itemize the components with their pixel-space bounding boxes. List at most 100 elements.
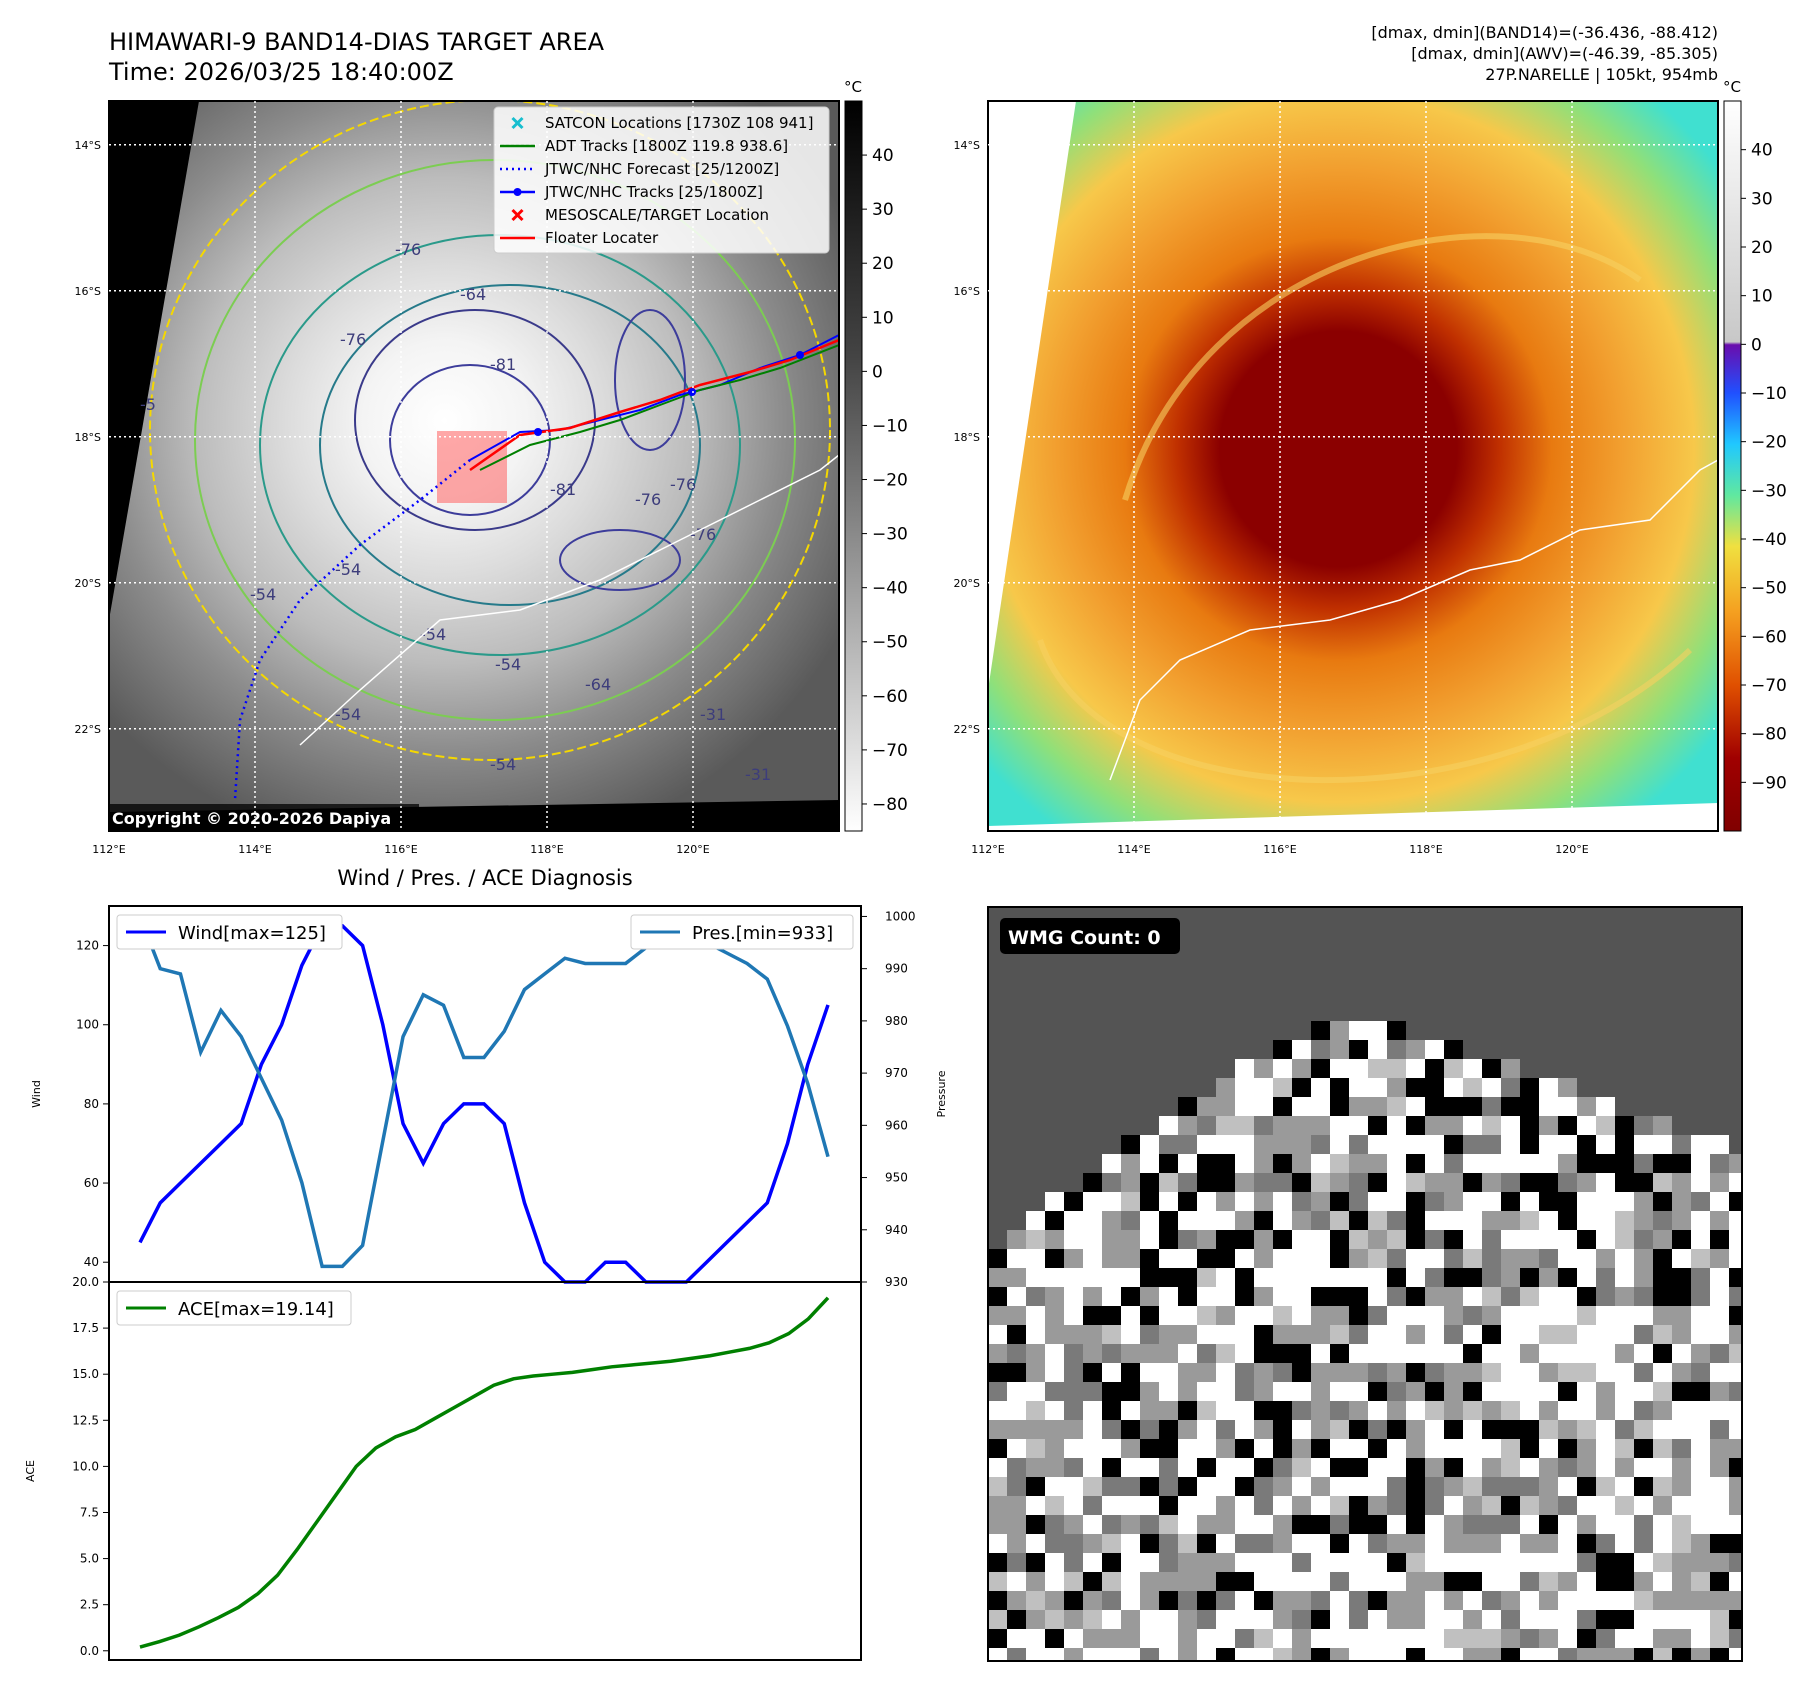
wmg-cell [1558, 1230, 1577, 1249]
wmg-cell [1007, 1420, 1026, 1439]
wmg-cell [1311, 1192, 1330, 1211]
wmg-cell [1083, 1401, 1102, 1420]
wmg-cell [1330, 1439, 1349, 1458]
wmg-cell [1235, 1363, 1254, 1382]
wmg-cell [1235, 1572, 1254, 1591]
wmg-cell [1634, 1287, 1653, 1306]
wmg-cell [1501, 1344, 1520, 1363]
wmg-cell [1254, 1154, 1273, 1173]
colorbar-color-tick-label: −30 [1751, 481, 1787, 501]
wmg-cell [1406, 1344, 1425, 1363]
wmg-cell [1482, 1572, 1501, 1591]
wmg-cell [1387, 1439, 1406, 1458]
wmg-cell [1482, 1382, 1501, 1401]
wmg-cell [1349, 1249, 1368, 1268]
wmg-cell [1235, 1325, 1254, 1344]
wmg-cell [1102, 1496, 1121, 1515]
wmg-cell [1102, 1439, 1121, 1458]
wmg-cell [1045, 1211, 1064, 1230]
wmg-cell [1102, 1325, 1121, 1344]
wmg-cell [1539, 1420, 1558, 1439]
wmg-cell [1140, 1458, 1159, 1477]
wmg-cell [1121, 1458, 1140, 1477]
wmg-cell [1425, 1097, 1444, 1116]
wmg-cell [1349, 1078, 1368, 1097]
wmg-cell [1273, 1496, 1292, 1515]
wmg-cell [1178, 1591, 1197, 1610]
colorbar-gray: °C 40 30 20 10 0 −10 −20 −30 −40 −50 −60 −70 −80 [844, 78, 908, 832]
wmg-cell [1539, 1344, 1558, 1363]
wmg-cell [1729, 1496, 1742, 1515]
wmg-cell [1615, 1211, 1634, 1230]
wmg-cell [1596, 1173, 1615, 1192]
wmg-cell [1577, 1610, 1596, 1629]
wmg-cell [1577, 1154, 1596, 1173]
wmg-cell [1083, 1629, 1102, 1648]
wmg-cell [1254, 1135, 1273, 1154]
wmg-cell [1539, 1268, 1558, 1287]
wmg-cell [1444, 1211, 1463, 1230]
wmg-cell [1292, 1477, 1311, 1496]
wmg-cell [1539, 1135, 1558, 1154]
wmg-cell [1596, 1420, 1615, 1439]
wmg-cell [1026, 1458, 1045, 1477]
wmg-cell [1691, 1553, 1710, 1572]
adt-track [479, 344, 839, 471]
wmg-cell [1501, 1439, 1520, 1458]
wmg-cell [1672, 1154, 1691, 1173]
contour-label: -54 [420, 625, 446, 644]
wmg-count: WMG Count: 0 [1008, 927, 1161, 949]
wmg-cell [1254, 1629, 1273, 1648]
wmg-cell [1311, 1648, 1330, 1661]
wmg-cell [1577, 1230, 1596, 1249]
wmg-cell [1444, 1363, 1463, 1382]
map1-lon-tick: 114°E [238, 843, 271, 856]
wmg-cell [1387, 1116, 1406, 1135]
wmg-cell [1406, 1059, 1425, 1078]
wmg-cell [1254, 1116, 1273, 1135]
wmg-cell [1444, 1059, 1463, 1078]
wmg-cell [1311, 1363, 1330, 1382]
ace-series [139, 1296, 830, 1649]
wmg-cell [1292, 1325, 1311, 1344]
wmg-cell [1482, 1230, 1501, 1249]
wmg-cell [1729, 1382, 1742, 1401]
wmg-cell [1558, 1477, 1577, 1496]
wmg-cell [1197, 1648, 1216, 1661]
wmg-cell [1178, 1382, 1197, 1401]
wmg-cell [1159, 1515, 1178, 1534]
wmg-cell [1026, 1268, 1045, 1287]
wmg-cell [1216, 1116, 1235, 1135]
wmg-cell [1159, 1648, 1178, 1661]
wmg-cell [1558, 1135, 1577, 1154]
wmg-cell [1273, 1629, 1292, 1648]
wmg-cell [1349, 1382, 1368, 1401]
wmg-cell [1501, 1173, 1520, 1192]
wmg-cell [1178, 1268, 1197, 1287]
colorbar-color-tick-label: 10 [1751, 287, 1773, 307]
wmg-cell [1482, 1534, 1501, 1553]
wmg-cell [1121, 1439, 1140, 1458]
wmg-cell [1197, 1382, 1216, 1401]
wmg-cell [1539, 1401, 1558, 1420]
wmg-cell [1311, 1458, 1330, 1477]
wmg-cell [1558, 1325, 1577, 1344]
wmg-cell [1653, 1173, 1672, 1192]
pressure-tick-label: 990 [885, 962, 908, 976]
wmg-cell [1064, 1648, 1083, 1661]
wmg-cell [1178, 1534, 1197, 1553]
diagnosis-title: Wind / Pres. / ACE Diagnosis [337, 866, 632, 890]
colorbar-gray-tick-label: −30 [872, 525, 908, 545]
wmg-cell [1406, 1116, 1425, 1135]
wmg-cell [1501, 1458, 1520, 1477]
wmg-cell [1520, 1401, 1539, 1420]
wmg-cell [1672, 1287, 1691, 1306]
wmg-cell [1444, 1401, 1463, 1420]
wmg-cell [1121, 1249, 1140, 1268]
wmg-cell [1349, 1648, 1368, 1661]
wmg-cell [1083, 1287, 1102, 1306]
wmg-cell [1273, 1173, 1292, 1192]
colorbar-gray-tick-label: −40 [872, 579, 908, 599]
wmg-cell [1330, 1211, 1349, 1230]
wmg-cell [1387, 1078, 1406, 1097]
